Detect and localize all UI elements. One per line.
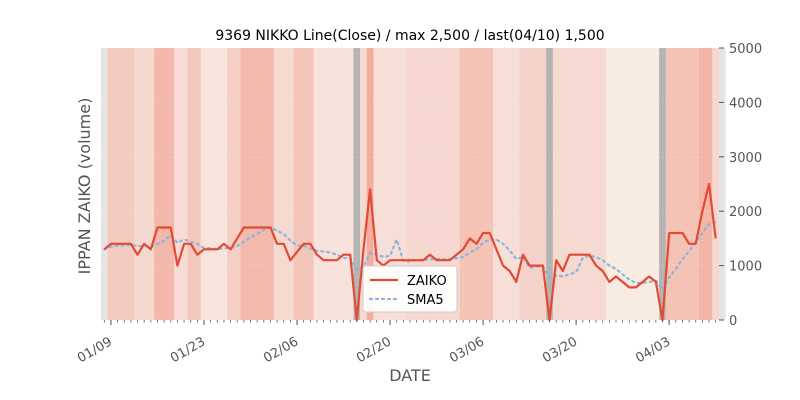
shading-band [719, 48, 726, 320]
shading-band [273, 48, 294, 320]
legend-box [362, 265, 458, 313]
shading-band [519, 48, 547, 320]
shading-band [366, 48, 374, 320]
y-tick-label: 0 [729, 314, 737, 329]
shading-band [546, 48, 553, 320]
legend-label-zaiko: ZAIKO [407, 274, 447, 289]
y-axis-title: IPPAN ZAIKO (volume) [75, 98, 94, 275]
plot-area [101, 47, 726, 322]
chart-title: 9369 NIKKO Line(Close) / max 2,500 / las… [215, 28, 604, 44]
shading-band [200, 48, 228, 320]
shading-band [665, 48, 700, 320]
shading-band [187, 48, 201, 320]
shading-band [293, 48, 314, 320]
y-tick-label: 4000 [729, 96, 762, 111]
shading-band [154, 48, 175, 320]
shading-band [107, 48, 135, 320]
y-axis: 0 1000 2000 3000 4000 5000 [719, 42, 762, 329]
shading-band [227, 48, 241, 320]
shading-band [240, 48, 274, 320]
zaiko-line [103, 182, 717, 322]
y-tick-label: 2000 [729, 205, 762, 220]
shading-band [459, 48, 494, 320]
shading-band [552, 48, 607, 320]
shading-band [174, 48, 188, 320]
x-axis-title: DATE [389, 366, 431, 385]
shading-band [313, 48, 354, 320]
shading-band [606, 48, 660, 320]
shading-band [699, 48, 713, 320]
y-tick-label: 5000 [729, 42, 762, 57]
shading-band [493, 48, 520, 320]
shading-band [659, 48, 666, 320]
legend-label-sma5: SMA5 [407, 293, 444, 308]
y-tick-label: 3000 [729, 151, 762, 166]
legend: ZAIKO SMA5 [362, 265, 458, 313]
shading-band [360, 48, 367, 320]
y-tick-label: 1000 [729, 260, 762, 275]
shading-band [353, 48, 361, 320]
shading-band [712, 48, 719, 320]
shading-band [101, 48, 108, 320]
